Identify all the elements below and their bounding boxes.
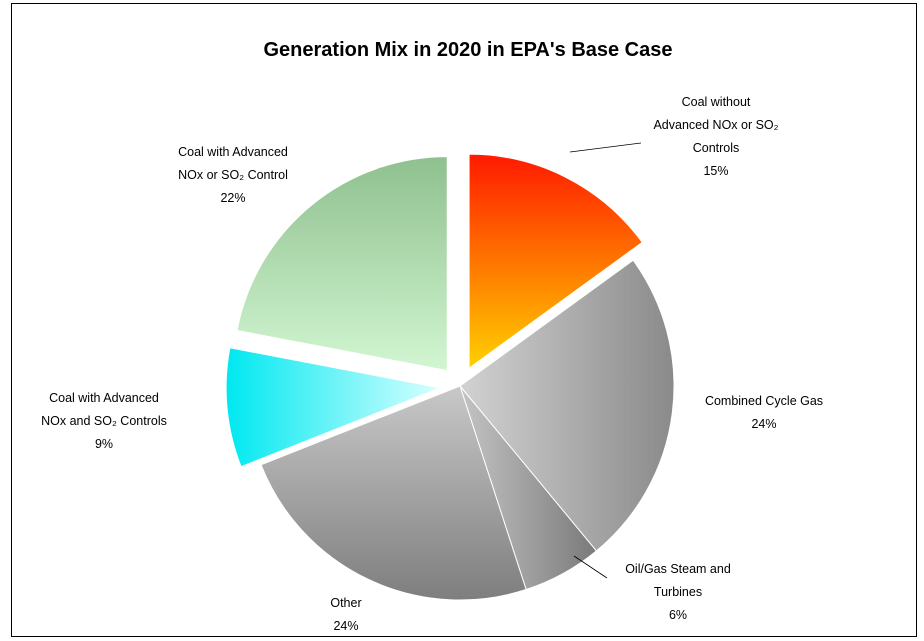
slice-value-label: 24% xyxy=(333,619,358,633)
slice-name-label: Advanced NOx or SO₂ xyxy=(653,118,778,132)
slice-name-label: Other xyxy=(330,596,361,610)
slice-label-1: Combined Cycle Gas 24% xyxy=(705,394,823,431)
chart-title: Generation Mix in 2020 in EPA's Base Cas… xyxy=(264,39,673,61)
slice-name-label: Coal with Advanced xyxy=(178,145,288,159)
slice-name-label: Turbines xyxy=(654,585,702,599)
slice-value-label: 9% xyxy=(95,437,113,451)
slice-name-label: Controls xyxy=(693,141,740,155)
pie-slice-3 xyxy=(260,385,527,601)
slice-name-label: Combined Cycle Gas xyxy=(705,394,823,408)
slice-name-label: Coal without xyxy=(682,95,751,109)
pie-slice-5 xyxy=(236,156,448,372)
slice-value-label: 15% xyxy=(703,164,728,178)
slices-layer xyxy=(225,153,675,601)
slice-value-label: 6% xyxy=(669,608,687,622)
slice-label-0: Coal without Advanced NOx or SO₂ Controls 1… xyxy=(653,95,778,178)
slice-name-label: Oil/Gas Steam and xyxy=(625,562,731,576)
pie-slice-4 xyxy=(225,347,442,468)
slice-name-label: Coal with Advanced xyxy=(49,391,159,405)
leader-line-0 xyxy=(569,142,642,153)
slice-label-3: Other 24% xyxy=(330,596,361,633)
slice-label-4: Coal with Advanced NOx and SO₂ Controls 9% xyxy=(41,391,167,451)
slice-label-2: Oil/Gas Steam and Turbines 6% xyxy=(625,562,731,622)
slice-value-label: 24% xyxy=(751,417,776,431)
pie-slice-1 xyxy=(459,259,675,552)
slice-name-label: NOx or SO₂ Control xyxy=(178,168,288,182)
labels-layer: Coal without Advanced NOx or SO₂ Controls 1… xyxy=(41,95,823,633)
pie-slice-0 xyxy=(468,153,643,370)
leader-line-2 xyxy=(573,555,608,579)
slice-name-label: NOx and SO₂ Controls xyxy=(41,414,167,428)
slice-label-5: Coal with Advanced NOx or SO₂ Control 22% xyxy=(178,145,288,205)
slice-value-label: 22% xyxy=(220,191,245,205)
